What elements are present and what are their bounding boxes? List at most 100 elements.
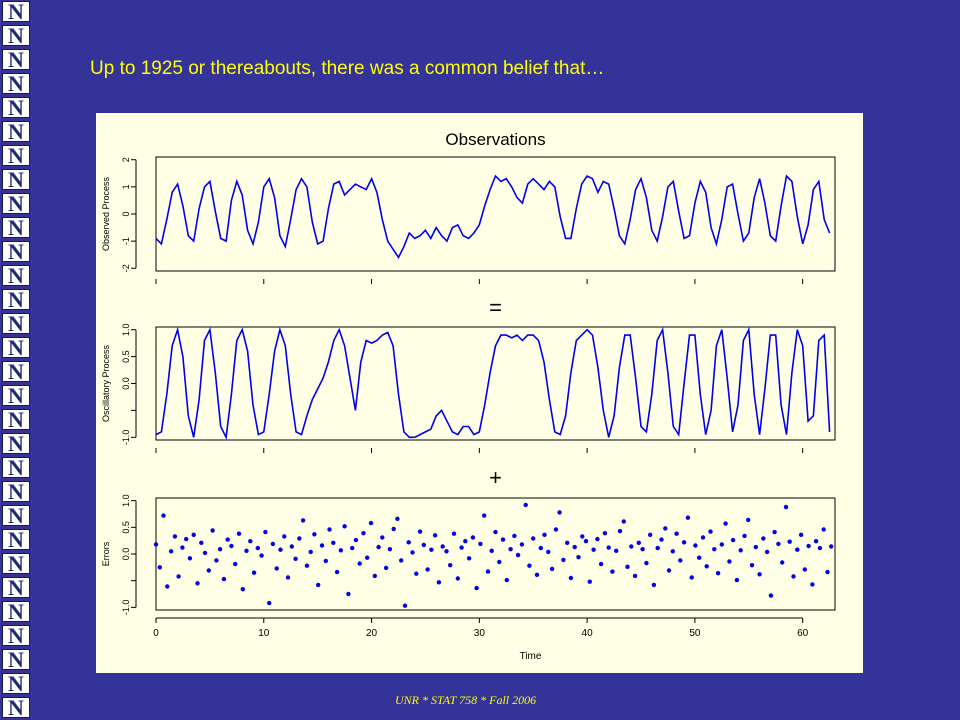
- logo-tile: N: [2, 456, 30, 480]
- data-point: [157, 565, 162, 570]
- data-point: [746, 517, 751, 523]
- data-point: [617, 528, 623, 534]
- data-point: [425, 567, 430, 572]
- data-point: [448, 563, 453, 568]
- data-point: [783, 504, 789, 510]
- plot-frame: [155, 156, 836, 272]
- data-point: [466, 556, 472, 561]
- data-point: [636, 540, 641, 545]
- logo-tile: N: [2, 96, 30, 120]
- data-point: [463, 539, 468, 544]
- data-point: [202, 550, 208, 556]
- data-point: [772, 529, 777, 535]
- logo-tile: N: [2, 335, 30, 360]
- data-point: [414, 571, 419, 576]
- data-point: [184, 536, 189, 542]
- y-axis-label: Errors: [101, 541, 111, 566]
- logo-letter: N: [8, 311, 24, 336]
- plot-frame: [155, 497, 836, 611]
- data-point: [225, 537, 230, 542]
- data-point: [217, 547, 223, 552]
- logo-tile: N: [2, 311, 30, 336]
- data-point: [791, 574, 796, 579]
- data-point: [500, 537, 506, 542]
- logo-tile: N: [2, 576, 30, 600]
- data-point: [387, 547, 393, 552]
- logo-letter: N: [8, 599, 24, 624]
- data-point: [795, 547, 800, 552]
- data-point: [259, 553, 264, 558]
- data-point: [538, 545, 543, 551]
- data-point: [621, 519, 626, 524]
- data-point: [659, 537, 664, 542]
- x-tick-label: 0: [153, 628, 159, 639]
- data-point: [651, 582, 657, 588]
- data-point: [512, 533, 517, 539]
- data-point: [542, 532, 547, 537]
- data-point: [251, 570, 257, 575]
- data-point: [712, 547, 717, 552]
- data-point: [776, 541, 781, 547]
- data-point: [519, 542, 525, 547]
- data-point: [410, 550, 415, 555]
- logo-tile: N: [2, 120, 30, 144]
- data-point: [282, 534, 287, 539]
- logo-letter: N: [8, 263, 24, 288]
- plot-frame: [155, 326, 836, 441]
- data-point: [768, 593, 774, 598]
- data-point: [693, 543, 698, 548]
- data-point: [595, 536, 600, 542]
- logo-tile: N: [2, 191, 30, 216]
- data-point: [648, 532, 653, 537]
- data-point: [576, 555, 581, 560]
- logo-tile: N: [2, 432, 30, 456]
- logo-letter: N: [8, 503, 24, 528]
- x-tick-label: 20: [366, 628, 378, 639]
- data-point: [640, 547, 645, 552]
- data-point: [734, 577, 740, 583]
- data-point: [557, 510, 562, 515]
- logo-tile: N: [2, 216, 30, 240]
- data-point: [395, 516, 400, 521]
- data-point: [323, 558, 328, 564]
- data-point: [312, 532, 317, 537]
- data-point: [614, 548, 619, 553]
- data-point: [372, 573, 377, 579]
- data-point: [346, 591, 351, 597]
- logo-tile: N: [2, 0, 30, 24]
- data-point: [342, 524, 347, 529]
- data-point: [334, 569, 340, 575]
- data-point: [308, 549, 313, 555]
- data-point: [817, 545, 823, 551]
- data-point: [255, 545, 260, 551]
- data-point: [681, 540, 687, 545]
- y-tick-label: 0.0: [121, 377, 131, 390]
- logo-letter: N: [8, 191, 24, 216]
- logo-tile: N: [2, 599, 30, 624]
- data-point: [214, 558, 219, 563]
- data-point: [572, 544, 577, 550]
- data-point: [293, 556, 298, 561]
- logo-letter: N: [8, 239, 24, 264]
- logo-letter: N: [8, 359, 24, 384]
- data-point: [515, 552, 521, 558]
- data-point: [764, 549, 770, 555]
- data-point: [580, 534, 585, 539]
- data-point: [300, 518, 306, 523]
- data-point: [829, 544, 834, 549]
- logo-tile: N: [2, 384, 30, 408]
- data-point: [478, 541, 483, 547]
- data-point: [421, 542, 426, 548]
- data-point: [206, 568, 211, 573]
- data-point: [674, 531, 679, 536]
- data-point: [331, 540, 336, 545]
- data-point: [327, 527, 332, 532]
- y-axis-label: Oscillatory Process: [101, 344, 111, 422]
- logo-tile: N: [2, 624, 30, 648]
- data-point: [606, 545, 611, 550]
- data-point: [670, 549, 675, 554]
- data-point: [297, 536, 302, 541]
- data-point: [761, 536, 766, 541]
- logo-letter: N: [8, 335, 24, 360]
